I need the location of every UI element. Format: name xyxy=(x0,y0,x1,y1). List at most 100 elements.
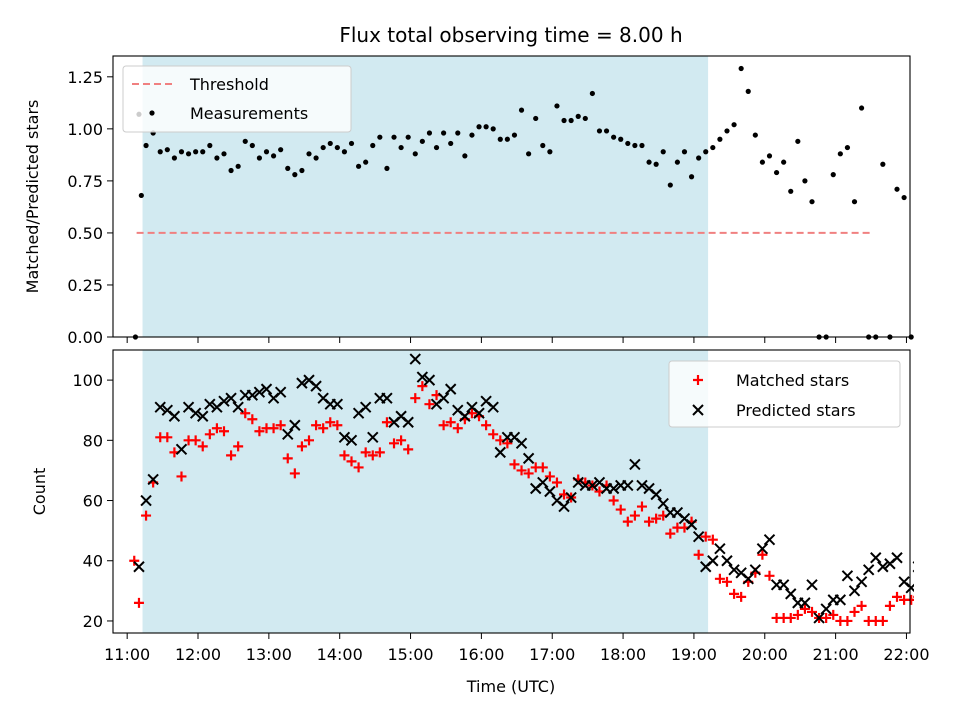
data-point xyxy=(225,392,237,404)
data-point xyxy=(487,401,499,413)
data-point xyxy=(403,444,414,455)
data-point xyxy=(338,431,351,444)
data-point xyxy=(568,117,574,124)
data-point xyxy=(278,147,284,153)
data-point xyxy=(138,192,144,199)
data-point xyxy=(360,447,371,458)
data-point xyxy=(410,393,421,404)
counts-panel: 20 40 60 80 100 11:00 12:00 13:00 14:00 15:00 16:0… xyxy=(30,349,930,664)
y-tick-label: 0.50 xyxy=(67,224,103,243)
data-point xyxy=(389,438,400,449)
data-point xyxy=(906,594,914,605)
data-point xyxy=(285,165,291,171)
data-point xyxy=(417,381,428,392)
data-point xyxy=(228,167,234,174)
data-point xyxy=(154,401,166,413)
data-point xyxy=(398,144,404,151)
data-point xyxy=(766,153,773,159)
data-point xyxy=(851,199,858,205)
axes-frame xyxy=(112,55,911,338)
data-point xyxy=(537,476,549,489)
data-point xyxy=(756,542,769,555)
data-point xyxy=(190,435,201,446)
data-point xyxy=(821,612,832,623)
data-point xyxy=(476,124,482,130)
data-point xyxy=(611,134,617,140)
data-point xyxy=(785,612,796,623)
data-point xyxy=(459,410,471,422)
data-point xyxy=(263,149,270,155)
data-point xyxy=(707,555,719,567)
data-point xyxy=(441,130,447,136)
data-point xyxy=(331,398,344,410)
data-point xyxy=(488,429,499,440)
data-point xyxy=(551,477,562,488)
data-point xyxy=(596,128,603,134)
data-point xyxy=(481,420,492,431)
data-point xyxy=(367,450,378,461)
data-point xyxy=(518,107,525,113)
x-tick-label: 12:00 xyxy=(175,645,221,664)
data-point xyxy=(639,142,645,149)
legend-box xyxy=(122,65,352,133)
markers-group xyxy=(132,65,914,340)
data-point xyxy=(452,423,463,434)
data-point xyxy=(729,588,740,599)
data-point xyxy=(533,115,539,122)
data-point xyxy=(497,136,503,142)
legend-matched-label: Matched stars xyxy=(736,371,849,390)
data-point xyxy=(164,147,170,153)
data-point xyxy=(423,374,436,386)
data-point xyxy=(339,450,350,461)
data-point xyxy=(799,603,810,614)
data-point xyxy=(749,564,762,576)
data-point xyxy=(143,142,149,149)
legend: Threshold Measurements xyxy=(122,65,352,133)
data-point xyxy=(157,149,163,155)
data-point xyxy=(703,149,709,155)
data-point xyxy=(246,389,259,401)
data-point xyxy=(841,570,854,582)
data-point xyxy=(419,138,425,144)
data-point xyxy=(757,549,768,560)
x-tick-label: 20:00 xyxy=(742,645,788,664)
data-point xyxy=(240,408,251,419)
data-point xyxy=(603,128,610,134)
data-point xyxy=(141,510,152,521)
x-tick-label: 18:00 xyxy=(600,645,646,664)
data-point xyxy=(901,194,907,201)
data-point xyxy=(444,383,457,395)
data-point xyxy=(544,485,556,498)
data-point xyxy=(226,450,237,461)
data-point xyxy=(636,479,648,492)
data-point xyxy=(433,144,440,151)
data-point xyxy=(806,606,817,617)
data-point xyxy=(370,142,376,149)
data-point xyxy=(646,159,652,165)
data-point xyxy=(455,130,461,136)
data-point xyxy=(806,579,818,591)
legend-predicted-label: Predicted stars xyxy=(736,401,856,420)
data-point xyxy=(247,414,258,425)
data-point xyxy=(178,149,185,155)
data-point xyxy=(207,142,213,149)
data-point xyxy=(834,594,847,606)
data-point xyxy=(632,142,638,149)
data-point xyxy=(310,380,322,392)
data-point xyxy=(809,199,815,205)
data-point xyxy=(837,151,843,157)
data-point xyxy=(696,155,702,161)
data-point xyxy=(575,113,581,119)
data-point xyxy=(537,462,548,473)
data-point xyxy=(235,163,241,169)
data-point xyxy=(692,530,705,543)
data-point xyxy=(274,386,287,398)
data-point xyxy=(547,149,553,155)
data-point xyxy=(381,392,393,404)
data-point xyxy=(448,140,454,147)
x-tick-label: 21:00 xyxy=(813,645,859,664)
data-point xyxy=(509,459,520,470)
data-point xyxy=(409,353,421,365)
data-point xyxy=(313,155,319,161)
data-point xyxy=(742,573,754,585)
